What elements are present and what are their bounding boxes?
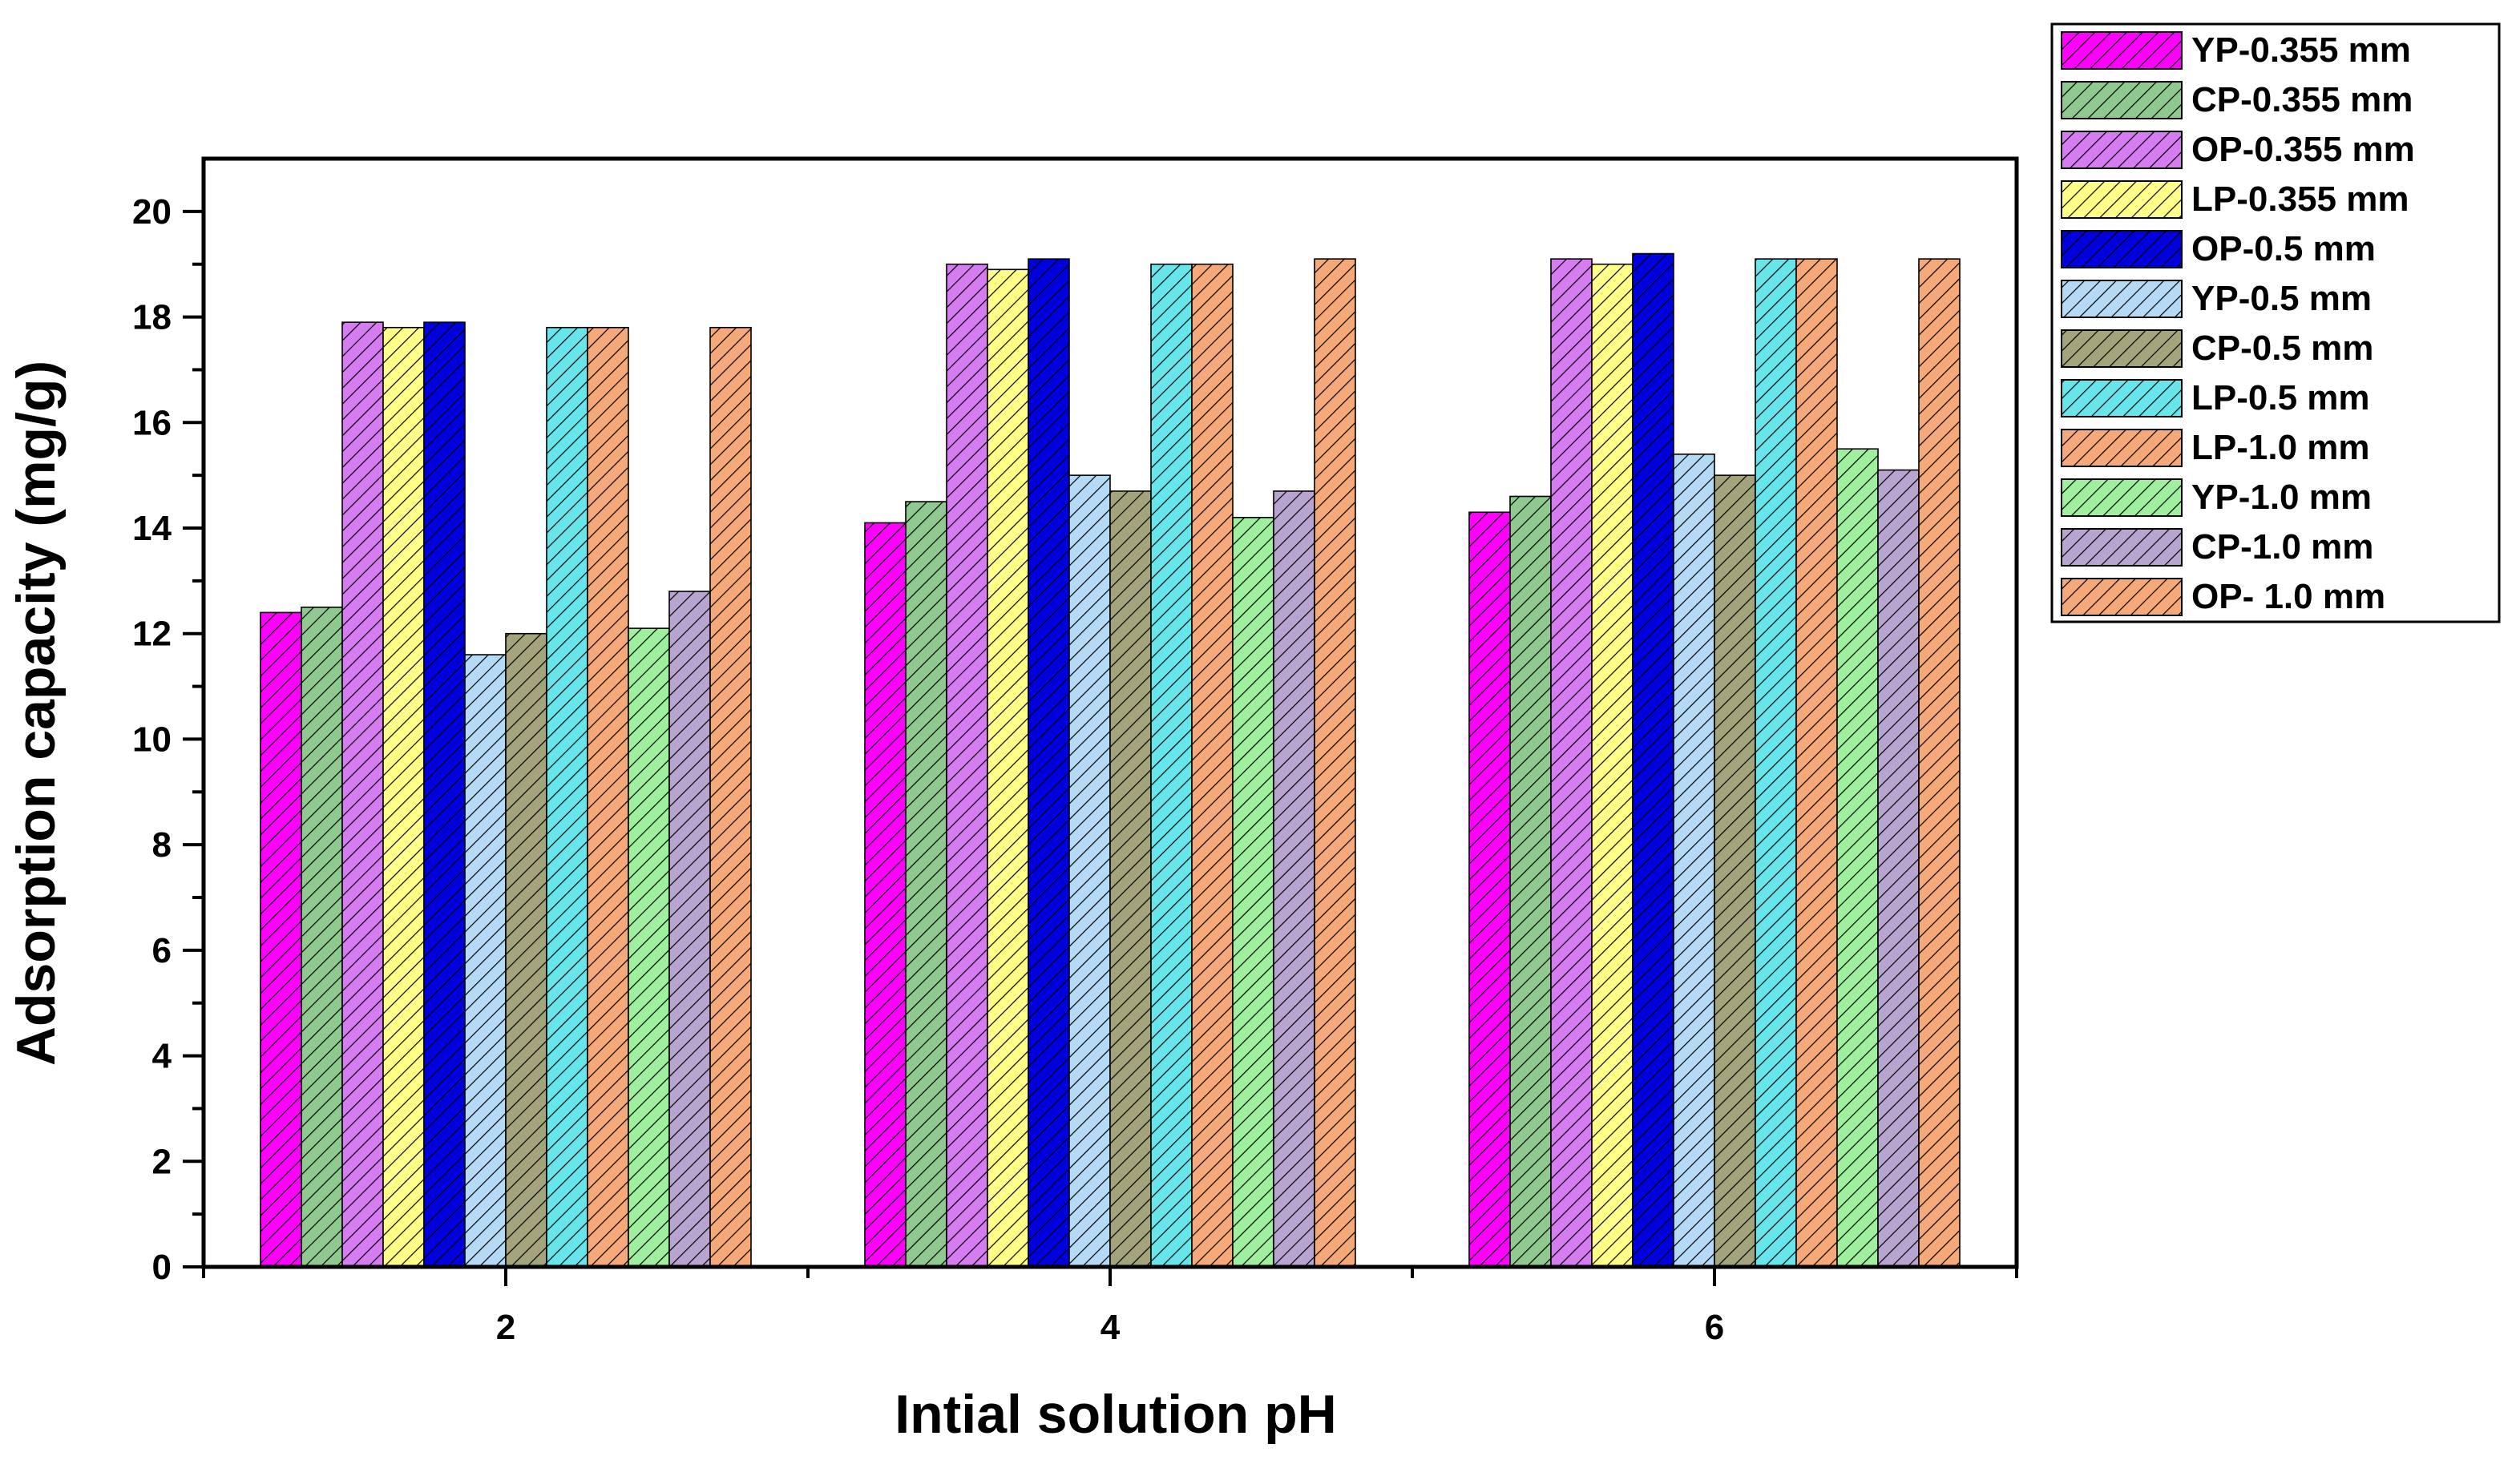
legend-label: OP-0.355 mm: [2191, 130, 2415, 169]
bar-yp-1.0mm-ph6: [1836, 448, 1879, 1268]
legend: YP-0.355 mm CP-0.355 mm OP-0.355 mm LP-0.35…: [2050, 22, 2501, 623]
bar-yp-0.5mm-ph6: [1673, 453, 1715, 1268]
legend-swatch: [2061, 329, 2183, 368]
bar-yp-0.355mm-ph6: [1468, 511, 1511, 1268]
legend-swatch: [2061, 131, 2183, 169]
legend-label: LP-1.0 mm: [2191, 428, 2370, 467]
legend-swatch: [2061, 528, 2183, 567]
bar-cp-0.5mm-ph2: [505, 632, 547, 1268]
bar-yp-1.0mm-ph2: [628, 627, 670, 1268]
legend-label: OP-0.5 mm: [2191, 229, 2376, 268]
x-tick-label: 4: [1100, 1308, 1121, 1347]
bar-op-0.355mm-ph4: [946, 263, 988, 1268]
bar-cp-0.355mm-ph6: [1509, 495, 1552, 1268]
bar-lp-1.0mm-ph2: [587, 326, 629, 1268]
bar-cp-1.0mm-ph4: [1273, 490, 1315, 1268]
bar-yp-0.5mm-ph4: [1068, 474, 1111, 1268]
bar-lp-0.5mm-ph6: [1755, 258, 1797, 1268]
x-axis-title: Intial solution pH: [895, 1384, 1337, 1445]
bar-lp-1.0mm-ph4: [1191, 263, 1234, 1268]
legend-swatch: [2061, 578, 2183, 616]
legend-label: YP-0.355 mm: [2191, 30, 2411, 70]
y-tick-label: 16: [132, 403, 172, 442]
legend-swatch: [2061, 379, 2183, 417]
legend-label: CP-1.0 mm: [2191, 527, 2373, 567]
legend-label: LP-0.355 mm: [2191, 179, 2409, 219]
x-axis: 2 4 6: [202, 1267, 2018, 1347]
bars-layer: [260, 252, 1961, 1268]
bar-cp-1.0mm-ph2: [668, 591, 711, 1268]
legend-swatch: [2061, 180, 2183, 219]
bar-op-0.355mm-ph2: [341, 321, 384, 1268]
legend-swatch: [2061, 81, 2183, 119]
bar-lp-0.355mm-ph6: [1591, 263, 1634, 1268]
legend-swatch: [2061, 478, 2183, 517]
bar-cp-0.5mm-ph6: [1714, 474, 1756, 1268]
bar-yp-0.355mm-ph4: [864, 522, 907, 1268]
y-tick-label: 8: [152, 825, 172, 865]
x-tick-label: 6: [1705, 1308, 1724, 1347]
legend-label: LP-0.5 mm: [2191, 378, 2370, 417]
legend-swatch: [2061, 280, 2183, 318]
bar-lp-0.355mm-ph2: [382, 326, 425, 1268]
y-tick-label: 0: [152, 1248, 172, 1287]
y-axis-title: Adsorption capacity (mg/g): [6, 361, 67, 1066]
y-tick-label: 18: [132, 298, 172, 337]
y-tick-label: 6: [152, 931, 172, 970]
bar-op-1.0mm-ph4: [1314, 258, 1356, 1268]
bar-cp-0.355mm-ph4: [905, 501, 947, 1268]
bar-op-1.0mm-ph6: [1918, 258, 1961, 1268]
legend-label: YP-0.5 mm: [2191, 279, 2372, 318]
bar-lp-1.0mm-ph6: [1795, 258, 1838, 1268]
bar-yp-0.355mm-ph2: [260, 611, 302, 1268]
bar-lp-0.355mm-ph4: [987, 268, 1029, 1268]
legend-label: CP-0.355 mm: [2191, 80, 2413, 119]
bar-yp-0.5mm-ph2: [464, 654, 507, 1268]
bar-lp-0.5mm-ph2: [546, 326, 588, 1268]
legend-label: CP-0.5 mm: [2191, 329, 2373, 368]
legend-frame: [2050, 22, 2501, 623]
y-tick-label: 2: [152, 1142, 172, 1181]
y-tick-label: 4: [152, 1037, 172, 1076]
y-tick-label: 10: [132, 720, 172, 759]
legend-swatch: [2061, 429, 2183, 467]
y-axis: 0 2 4 6 8 10 12 14 16 18 20: [132, 192, 204, 1287]
bar-op-0.5mm-ph2: [423, 321, 466, 1268]
y-tick-label: 20: [132, 192, 172, 232]
y-tick-label: 12: [132, 615, 172, 654]
x-tick-label: 2: [496, 1308, 515, 1347]
legend-swatch: [2061, 31, 2183, 70]
y-tick-label: 14: [132, 509, 172, 548]
bar-cp-0.355mm-ph2: [301, 606, 343, 1268]
bar-op-0.5mm-ph6: [1632, 252, 1674, 1268]
bar-op-1.0mm-ph2: [709, 326, 752, 1268]
bar-op-0.5mm-ph4: [1028, 258, 1070, 1268]
bar-yp-1.0mm-ph4: [1232, 517, 1274, 1268]
bar-op-0.355mm-ph6: [1550, 258, 1593, 1268]
legend-swatch: [2061, 230, 2183, 268]
bar-lp-0.5mm-ph4: [1150, 263, 1193, 1268]
bar-cp-1.0mm-ph6: [1877, 469, 1920, 1268]
bar-cp-0.5mm-ph4: [1109, 490, 1152, 1268]
legend-label: YP-1.0 mm: [2191, 478, 2372, 517]
legend-label: OP- 1.0 mm: [2191, 577, 2385, 616]
